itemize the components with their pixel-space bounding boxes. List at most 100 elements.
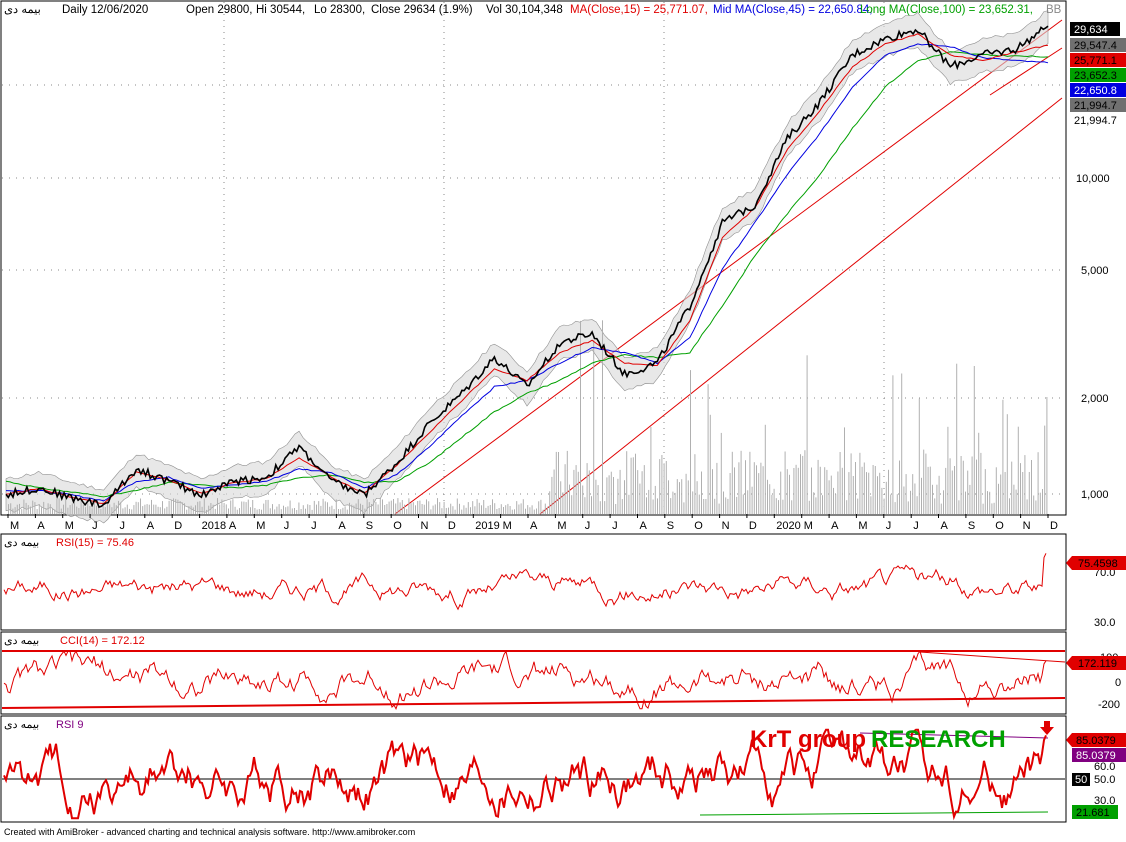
- volume-bar: [331, 505, 333, 514]
- volume-bar: [208, 505, 210, 514]
- volume-bar: [894, 502, 896, 514]
- close-price-line: [5, 25, 1049, 509]
- volume-bar: [190, 505, 192, 514]
- volume-bar: [258, 509, 260, 514]
- volume-bar: [813, 492, 815, 514]
- x-axis-label: J: [284, 520, 290, 532]
- volume-bar: [824, 467, 826, 514]
- rsi9-line: [3, 728, 1047, 821]
- volume-bar: [784, 451, 786, 514]
- volume-bar: [701, 471, 702, 514]
- volume-bar: [397, 498, 399, 514]
- volume-bar: [148, 504, 150, 514]
- volume-bar: [718, 503, 720, 514]
- volume-bar: [1035, 500, 1037, 514]
- volume-bar: [1039, 492, 1041, 514]
- volume-bar: [155, 504, 157, 514]
- volume-bar: [947, 426, 949, 514]
- volume-bar: [791, 500, 793, 514]
- volume-bar: [65, 498, 67, 514]
- volume-bar: [995, 467, 997, 514]
- x-axis-label: O: [995, 520, 1004, 532]
- volume-bar: [668, 480, 669, 514]
- volume-bar: [635, 453, 636, 514]
- volume-bar: [588, 470, 590, 514]
- volume-bar: [135, 501, 137, 514]
- volume-bar: [608, 475, 610, 514]
- rsi15-symbol: بیمه دی: [4, 537, 39, 549]
- volume-bar: [71, 503, 73, 514]
- volume-bar: [78, 508, 80, 514]
- volume-bar: [833, 487, 834, 514]
- volume-bar: [47, 503, 49, 514]
- volume-bar: [795, 464, 797, 514]
- volume-bar: [657, 498, 658, 514]
- volume-bar: [401, 500, 403, 514]
- volume-bar: [335, 499, 337, 514]
- volume-bar: [201, 506, 203, 514]
- volume-bar: [692, 491, 694, 514]
- volume-bar: [885, 481, 887, 514]
- volume-bar: [93, 500, 95, 514]
- volume-bar: [619, 469, 621, 514]
- volume-bar: [21, 509, 23, 514]
- volume-bar: [709, 414, 711, 514]
- volume-bar: [998, 483, 999, 514]
- volume-bar: [773, 488, 775, 514]
- rsi9-low-line: [699, 811, 1049, 816]
- volume-bar: [879, 472, 881, 514]
- volume-bar: [749, 451, 751, 514]
- volume-bar: [734, 467, 735, 514]
- volume-bar: [34, 502, 36, 514]
- volume-bar: [82, 504, 84, 514]
- volume-bar: [949, 458, 951, 514]
- volume-bar: [415, 505, 416, 514]
- volume-bar: [839, 452, 841, 514]
- volume-bar: [25, 502, 27, 514]
- volume-bar: [38, 504, 40, 514]
- volume-bar: [899, 460, 900, 514]
- volume-bar: [247, 499, 249, 514]
- cci14-symbol: بیمه دی: [4, 635, 39, 647]
- volume-bar: [593, 340, 595, 514]
- volume-bar: [120, 502, 122, 514]
- volume-bar: [615, 504, 617, 514]
- volume-bar: [892, 375, 894, 514]
- volume-bar: [648, 489, 650, 514]
- volume-bar: [747, 490, 749, 514]
- volume-bar: [192, 507, 194, 514]
- volume-bar: [338, 509, 339, 514]
- volume-bar: [507, 503, 509, 514]
- x-axis-label: O: [694, 520, 703, 532]
- volume-bar: [723, 491, 724, 514]
- volume-bar: [536, 508, 537, 514]
- cci14-lower-line: [1, 697, 1066, 709]
- volume-bar: [586, 463, 588, 514]
- volume-bar: [553, 469, 555, 514]
- volume-bar: [261, 509, 262, 514]
- volume-bar: [302, 505, 304, 514]
- volume-bar: [311, 509, 313, 514]
- volume-bar: [280, 509, 282, 514]
- badge-bb-lower-2: 21,994.7: [1074, 115, 1117, 127]
- volume-bar: [382, 499, 383, 514]
- volume-bar: [459, 503, 460, 514]
- volume-bar: [368, 502, 370, 514]
- volume-bar: [131, 509, 133, 514]
- x-axis-label: A: [640, 520, 648, 532]
- volume-bar: [316, 504, 317, 514]
- volume-bar: [573, 469, 575, 514]
- volume-bar: [426, 499, 427, 514]
- volume-bar: [973, 366, 975, 514]
- volume-bar: [613, 477, 614, 514]
- x-axis-label: N: [722, 520, 730, 532]
- volume-bar: [505, 505, 507, 514]
- volume-bar: [327, 502, 328, 514]
- volume-bar: [503, 507, 504, 514]
- volume-bar: [375, 501, 377, 514]
- price-axis-2000: 2,000: [1081, 393, 1109, 405]
- volume-bar: [181, 502, 183, 514]
- volume-bar: [423, 504, 425, 514]
- badge-bb-lower: 21,994.7: [1074, 100, 1117, 112]
